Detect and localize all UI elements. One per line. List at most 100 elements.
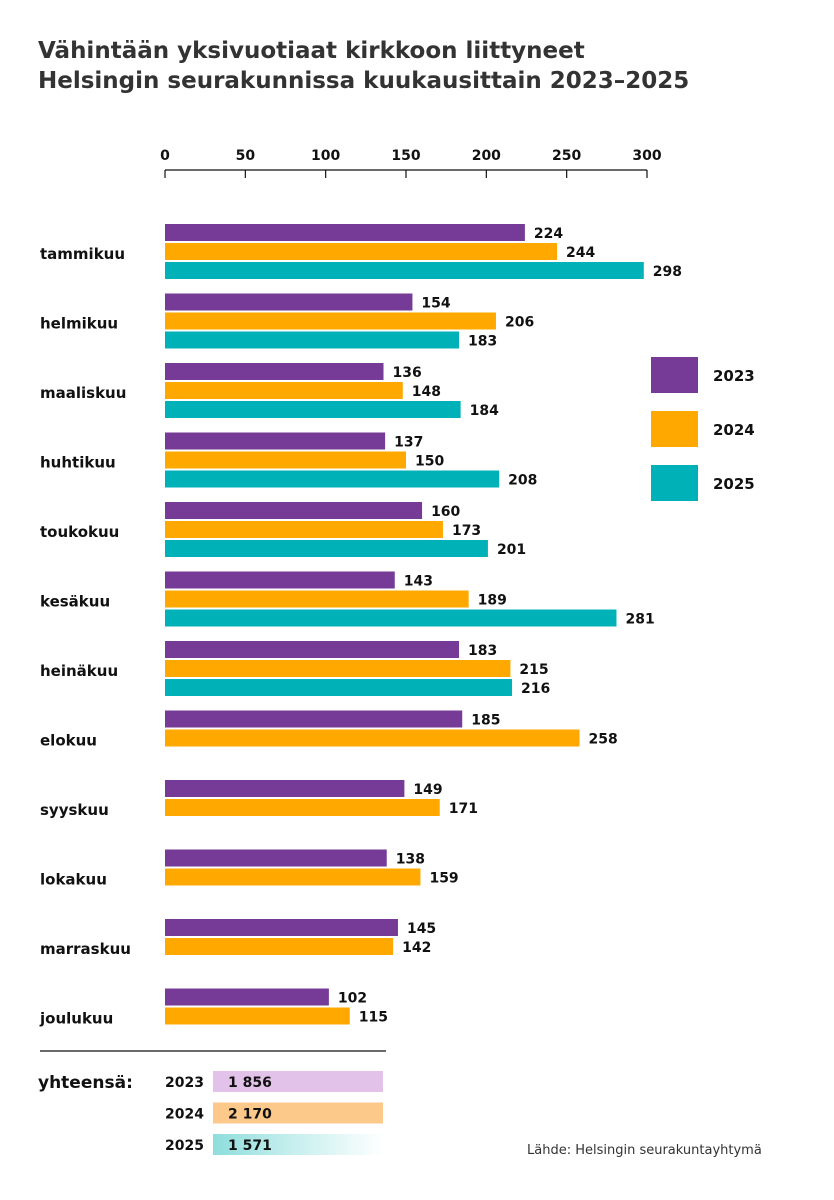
month-label: elokuu	[40, 732, 97, 750]
bar-2024	[165, 799, 440, 816]
month-label: heinäkuu	[40, 662, 118, 680]
bar-value-label: 208	[508, 473, 537, 489]
bar-value-label: 160	[431, 504, 460, 520]
bar-2025	[165, 262, 644, 279]
total-bar-2025	[213, 1134, 383, 1155]
bar-value-label: 136	[393, 365, 422, 381]
chart-title-line-2: Helsingin seurakunnissa kuukausittain 20…	[38, 68, 690, 94]
total-bar-2023	[213, 1071, 383, 1092]
bar-2025	[165, 609, 617, 627]
source-note: Lähde: Helsingin seurakuntayhtymä	[527, 1143, 762, 1158]
month-label: joulukuu	[39, 1010, 113, 1028]
bar-2024	[165, 521, 443, 538]
bar-value-label: 173	[452, 523, 481, 539]
bar-value-label: 281	[625, 612, 654, 628]
x-axis: 0 50 100 150 200 250 300	[160, 148, 662, 178]
legend: 2023 2024 2025	[651, 357, 755, 501]
bar-2023	[165, 571, 395, 589]
bar-value-label: 184	[470, 403, 499, 419]
bar-value-label: 201	[497, 542, 526, 558]
bar-2025	[165, 401, 461, 418]
total-year-label: 2023	[165, 1075, 204, 1091]
bar-2023	[165, 849, 387, 867]
bar-2025	[165, 331, 460, 349]
month-group: marraskuu 145 142	[40, 919, 436, 958]
x-tick-label: 200	[472, 148, 501, 164]
bar-value-label: 149	[413, 782, 442, 798]
month-group: kesäkuu 143 189 281	[40, 571, 655, 628]
bar-value-label: 185	[471, 713, 500, 729]
chart-title: Vähintään yksivuotiaat kirkkoon liittyne…	[38, 36, 818, 96]
month-label: huhtikuu	[40, 454, 116, 472]
month-label: helmikuu	[40, 315, 118, 333]
bar-value-label: 244	[566, 245, 595, 261]
bar-2023	[165, 710, 463, 728]
bar-value-label: 258	[589, 732, 618, 748]
x-tick-label: 300	[632, 148, 661, 164]
bar-2023	[165, 988, 329, 1006]
month-group: maaliskuu 136 148 184	[40, 363, 499, 419]
bar-value-label: 216	[521, 681, 550, 697]
bar-value-label: 183	[468, 643, 497, 659]
x-tick-label: 150	[391, 148, 420, 164]
bar-2023	[165, 780, 405, 797]
bar-value-label: 138	[396, 852, 425, 868]
total-value: 1 856	[228, 1075, 272, 1091]
legend-swatch-2025	[651, 465, 698, 501]
bar-2024	[165, 868, 421, 886]
month-group: joulukuu 102 115	[39, 988, 388, 1028]
bar-value-label: 137	[394, 435, 423, 451]
bar-2024	[165, 312, 496, 330]
month-group: helmikuu 154 206 183	[40, 293, 534, 350]
bar-value-label: 148	[412, 384, 441, 400]
x-tick-label: 50	[236, 148, 256, 164]
legend-label: 2023	[713, 367, 755, 385]
bar-value-label: 215	[519, 662, 548, 678]
total-value: 2 170	[228, 1107, 272, 1123]
bar-value-label: 171	[449, 801, 478, 817]
month-group: huhtikuu 137 150 208	[40, 432, 537, 489]
bar-2025	[165, 679, 513, 696]
month-label: lokakuu	[40, 871, 107, 889]
total-bar-2024	[213, 1102, 383, 1124]
month-label: maaliskuu	[40, 384, 126, 402]
bar-value-label: 206	[505, 315, 534, 331]
legend-label: 2025	[713, 475, 755, 493]
bar-2023	[165, 224, 525, 241]
x-tick-label: 250	[552, 148, 581, 164]
bar-value-label: 143	[404, 574, 433, 590]
bar-2024	[165, 938, 394, 955]
x-tick-label: 100	[311, 148, 340, 164]
chart-title-line-1: Vähintään yksivuotiaat kirkkoon liittyne…	[38, 38, 585, 64]
bar-2024	[165, 382, 403, 399]
bar-value-label: 150	[415, 454, 444, 470]
month-label: toukokuu	[40, 523, 119, 541]
bar-value-label: 189	[478, 593, 507, 609]
bar-2023	[165, 919, 398, 936]
legend-swatch-2023	[651, 357, 698, 393]
bar-value-label: 298	[653, 264, 682, 280]
total-value: 1 571	[228, 1138, 272, 1154]
total-year-label: 2025	[165, 1138, 204, 1154]
month-label: syyskuu	[40, 801, 109, 819]
bar-2024	[165, 590, 469, 608]
legend-swatch-2024	[651, 411, 698, 447]
totals-heading: yhteensä:	[38, 1073, 133, 1093]
month-label: tammikuu	[40, 245, 125, 263]
bar-value-label: 142	[402, 940, 431, 956]
bar-value-label: 154	[421, 296, 450, 312]
bar-2025	[165, 470, 500, 488]
bar-2023	[165, 432, 386, 450]
month-label: marraskuu	[40, 940, 131, 958]
legend-label: 2024	[713, 421, 755, 439]
bar-value-label: 115	[359, 1010, 388, 1026]
month-group: heinäkuu 183 215 216	[40, 641, 550, 697]
bar-2025	[165, 540, 488, 557]
bar-2024	[165, 243, 558, 260]
bar-2024	[165, 660, 511, 677]
bar-2024	[165, 1007, 350, 1025]
